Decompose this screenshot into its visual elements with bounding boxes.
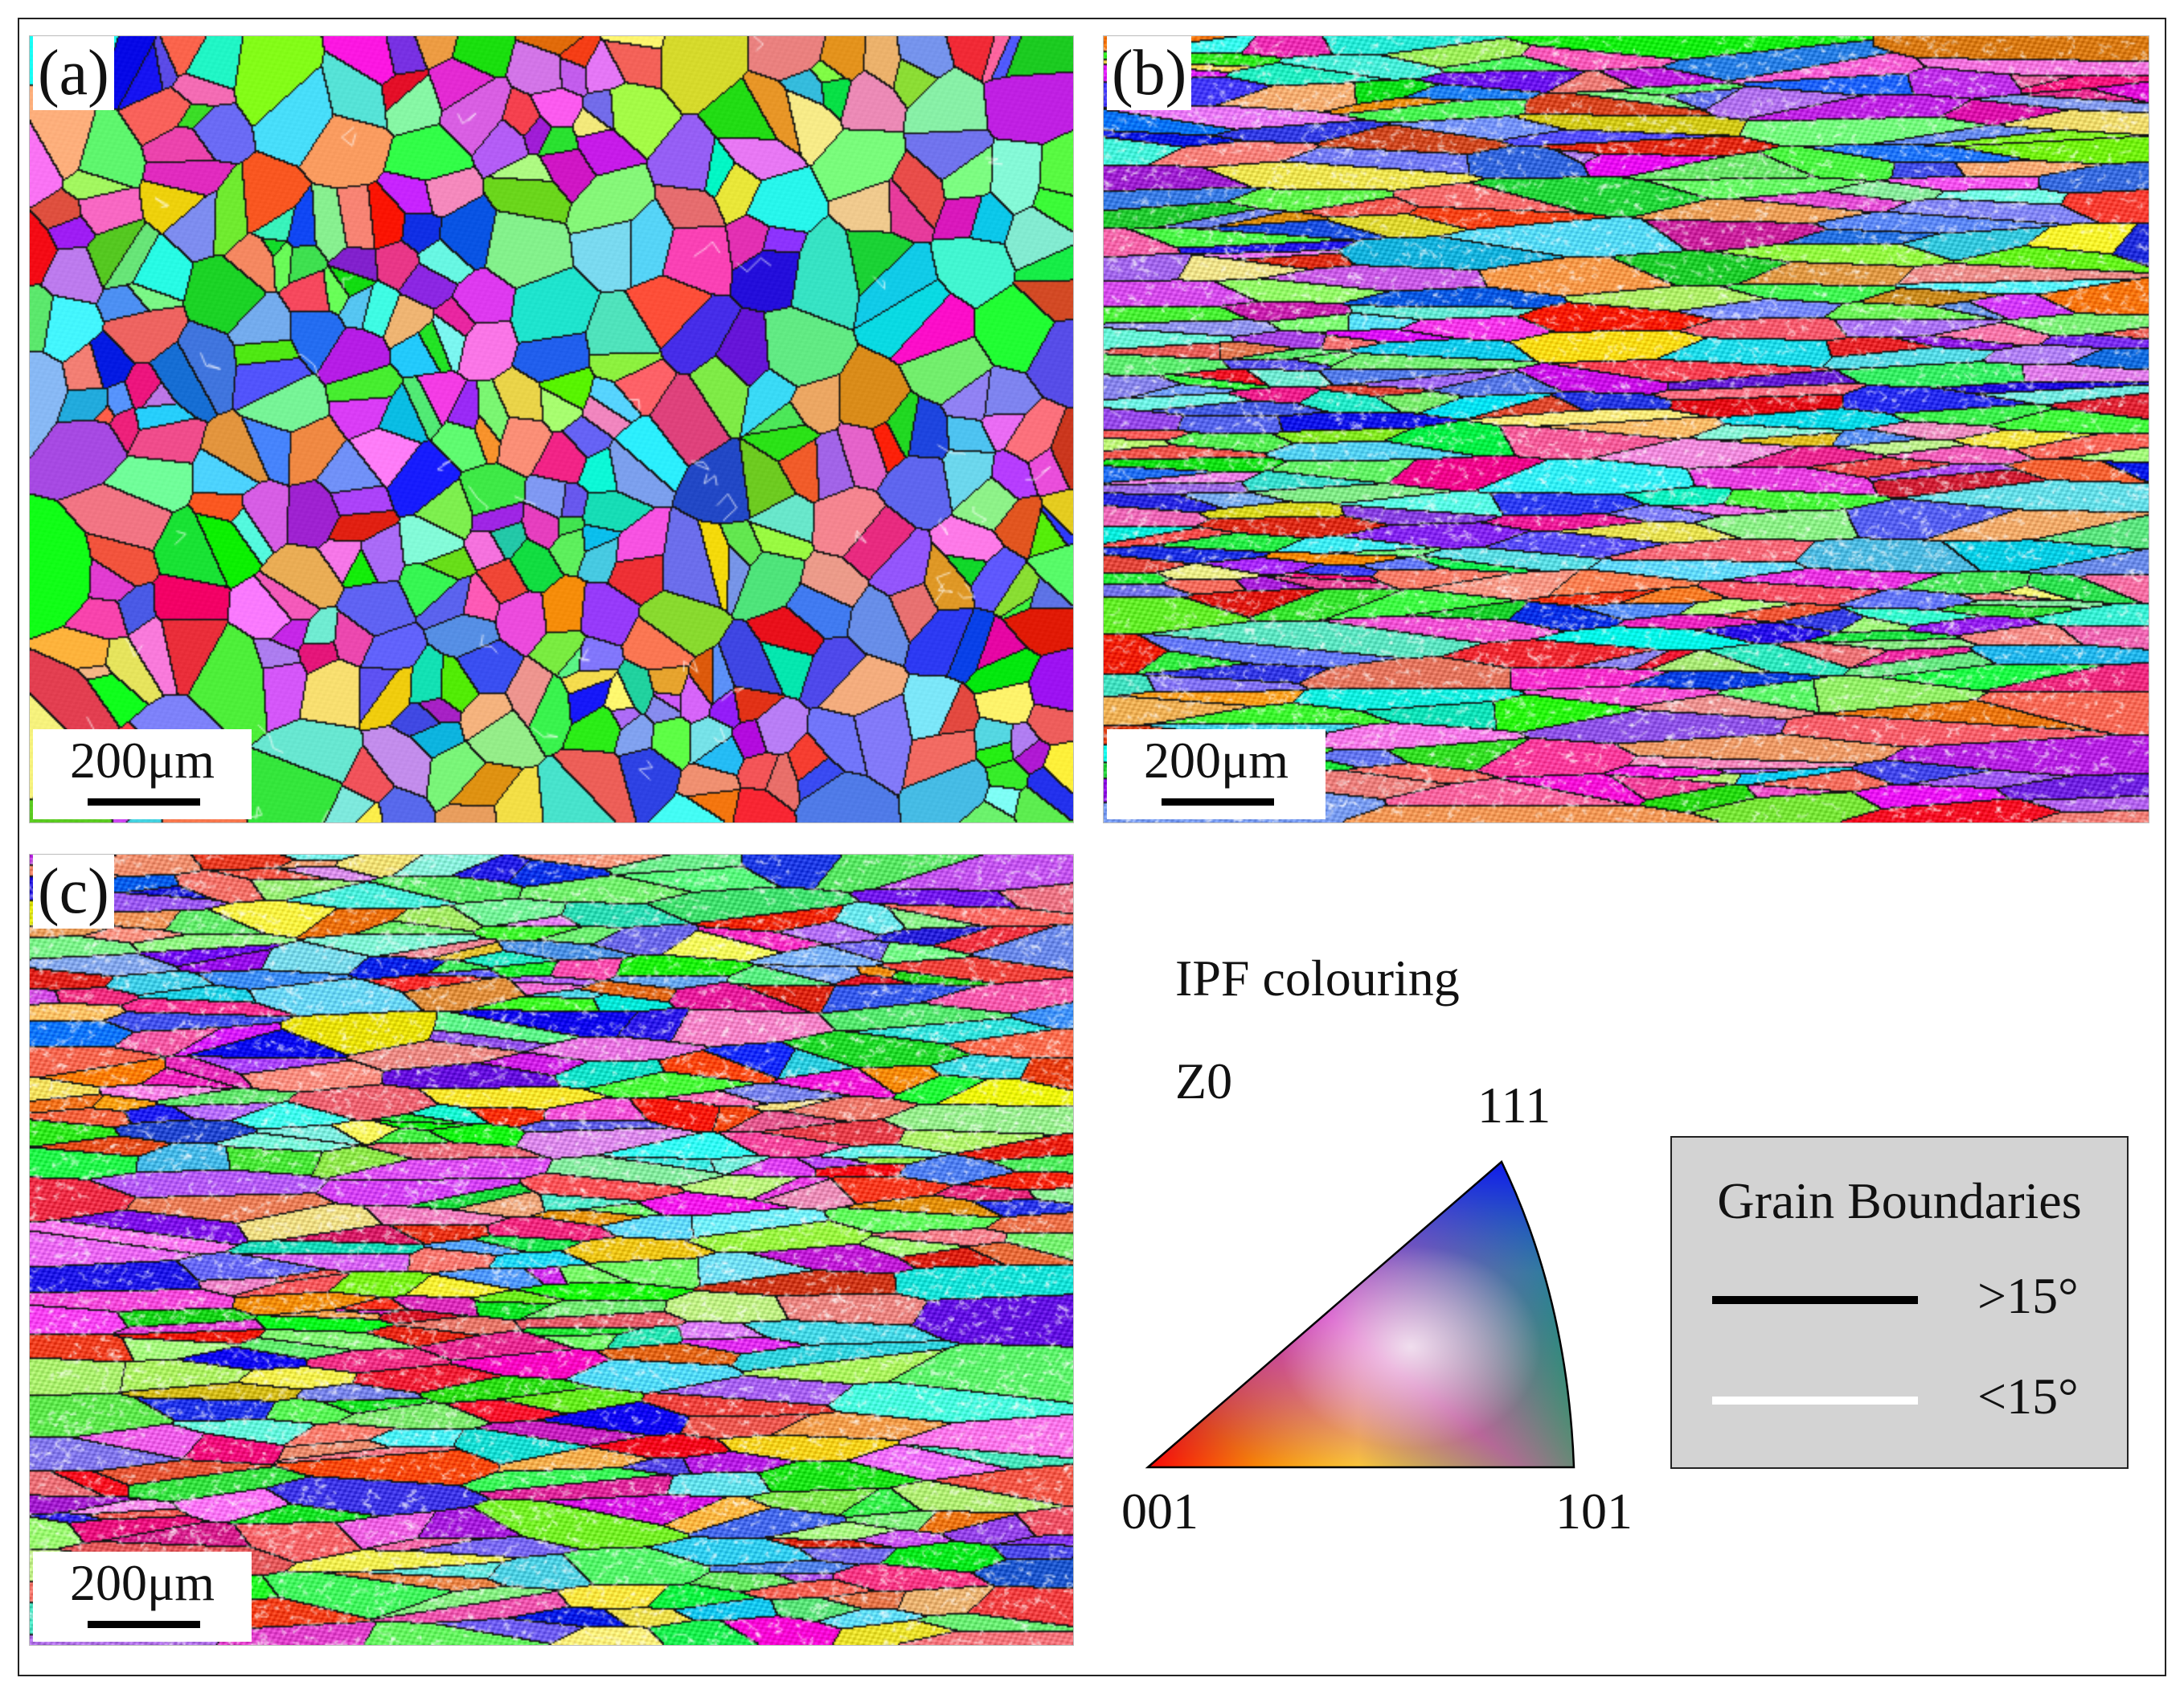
high-angle-boundary-line: [1712, 1296, 1918, 1304]
ipf-triangle-outline: [1145, 1159, 1576, 1469]
ipf-title: IPF colouring: [1175, 950, 1460, 1007]
scale-bar-c: 200μm: [33, 1552, 252, 1642]
scale-bar-line-a: [88, 798, 200, 806]
ipf-direction: Z0: [1175, 1052, 1233, 1110]
ebsd-map-panel-a: (a) 200μm: [29, 35, 1074, 823]
grain-boundaries-title: Grain Boundaries: [1717, 1172, 2082, 1229]
low-angle-boundary-label: <15°: [1977, 1368, 2079, 1425]
scale-bar-line-c: [88, 1621, 200, 1628]
ebsd-map-b: [1104, 36, 2149, 822]
scale-bar-line-b: [1162, 798, 1274, 806]
scale-bar-label-a: 200μm: [69, 732, 215, 789]
panel-label-b: (b): [1107, 36, 1192, 110]
high-angle-boundary-label: >15°: [1977, 1267, 2079, 1324]
scale-bar-b: 200μm: [1107, 729, 1326, 819]
grain-boundaries-legend: Grain Boundaries >15° <15°: [1670, 1136, 2129, 1469]
scale-bar-label-b: 200μm: [1143, 732, 1289, 789]
scale-bar-a: 200μm: [33, 729, 252, 819]
ebsd-map-a: [30, 36, 1073, 822]
ipf-vertex-001: 001: [1121, 1483, 1199, 1540]
scale-bar-label-c: 200μm: [69, 1554, 215, 1611]
low-angle-boundary-line: [1712, 1397, 1918, 1405]
ebsd-map-c: [30, 855, 1073, 1645]
panel-label-c: (c): [33, 855, 114, 929]
ipf-vertex-111: 111: [1477, 1077, 1551, 1134]
ipf-vertex-101: 101: [1555, 1483, 1633, 1540]
ebsd-map-panel-b: (b) 200μm: [1103, 35, 2149, 823]
ipf-color-key-triangle: [1145, 1159, 1576, 1469]
ebsd-map-panel-c: (c) 200μm: [29, 854, 1074, 1646]
panel-label-a: (a): [33, 36, 114, 110]
